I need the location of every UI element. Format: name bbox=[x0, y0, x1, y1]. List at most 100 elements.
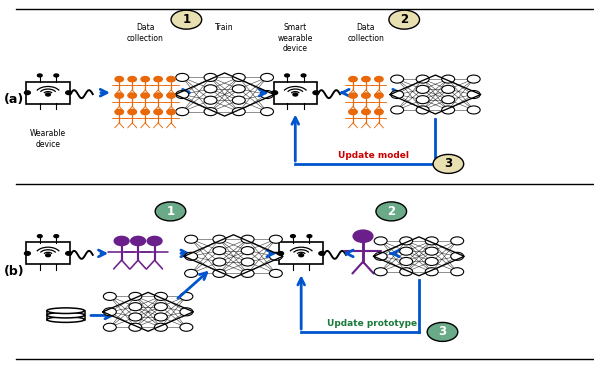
Text: 1: 1 bbox=[182, 13, 191, 26]
Circle shape bbox=[362, 93, 370, 98]
Circle shape bbox=[451, 268, 464, 276]
Circle shape bbox=[154, 109, 162, 114]
Circle shape bbox=[115, 93, 124, 98]
Circle shape bbox=[129, 323, 142, 331]
Circle shape bbox=[319, 252, 325, 255]
Circle shape bbox=[375, 109, 383, 114]
Circle shape bbox=[391, 91, 404, 99]
Circle shape bbox=[241, 258, 254, 266]
Circle shape bbox=[270, 252, 282, 260]
Text: Smart
wearable
device: Smart wearable device bbox=[277, 23, 313, 53]
Circle shape bbox=[376, 202, 406, 221]
Circle shape bbox=[427, 322, 458, 342]
Circle shape bbox=[301, 74, 306, 77]
Circle shape bbox=[425, 268, 438, 276]
Circle shape bbox=[261, 91, 273, 99]
Circle shape bbox=[54, 235, 59, 238]
Circle shape bbox=[313, 91, 319, 95]
Text: (b): (b) bbox=[4, 265, 24, 278]
Circle shape bbox=[451, 237, 464, 245]
Text: 3: 3 bbox=[438, 325, 447, 339]
Text: Train: Train bbox=[216, 23, 234, 32]
Circle shape bbox=[416, 96, 429, 104]
FancyBboxPatch shape bbox=[279, 243, 323, 264]
Circle shape bbox=[389, 10, 419, 29]
Circle shape bbox=[24, 252, 30, 255]
Circle shape bbox=[115, 77, 124, 82]
Circle shape bbox=[290, 235, 295, 238]
Circle shape bbox=[185, 252, 198, 260]
Text: Update model: Update model bbox=[338, 151, 409, 160]
Circle shape bbox=[349, 109, 357, 114]
Circle shape bbox=[131, 236, 146, 245]
Circle shape bbox=[451, 252, 464, 260]
Text: Data
collection: Data collection bbox=[127, 23, 163, 43]
Circle shape bbox=[176, 73, 189, 81]
Circle shape bbox=[154, 293, 168, 300]
Circle shape bbox=[204, 85, 217, 93]
Circle shape bbox=[467, 91, 480, 99]
Circle shape bbox=[467, 75, 480, 83]
Circle shape bbox=[155, 202, 186, 221]
Circle shape bbox=[232, 73, 245, 81]
Circle shape bbox=[293, 93, 298, 96]
Circle shape bbox=[467, 106, 480, 114]
Circle shape bbox=[261, 73, 273, 81]
Circle shape bbox=[362, 109, 370, 114]
Circle shape bbox=[241, 269, 254, 277]
Circle shape bbox=[129, 313, 142, 321]
Text: 3: 3 bbox=[444, 158, 453, 170]
Circle shape bbox=[180, 308, 193, 316]
Circle shape bbox=[374, 252, 387, 260]
Circle shape bbox=[54, 74, 59, 77]
Circle shape bbox=[307, 235, 312, 238]
Circle shape bbox=[416, 85, 429, 93]
Text: 1: 1 bbox=[166, 205, 175, 218]
Circle shape bbox=[400, 268, 413, 276]
Circle shape bbox=[24, 91, 30, 95]
Circle shape bbox=[400, 258, 413, 265]
Circle shape bbox=[391, 106, 404, 114]
Ellipse shape bbox=[47, 317, 84, 322]
Circle shape bbox=[115, 109, 124, 114]
Circle shape bbox=[167, 77, 175, 82]
Circle shape bbox=[141, 93, 149, 98]
Text: 2: 2 bbox=[387, 205, 396, 218]
FancyBboxPatch shape bbox=[26, 243, 70, 264]
Circle shape bbox=[374, 237, 387, 245]
Circle shape bbox=[400, 247, 413, 255]
Circle shape bbox=[261, 107, 273, 116]
Circle shape bbox=[213, 269, 226, 277]
Circle shape bbox=[425, 237, 438, 245]
Circle shape bbox=[416, 75, 429, 83]
FancyBboxPatch shape bbox=[26, 82, 70, 104]
Circle shape bbox=[232, 85, 245, 93]
Circle shape bbox=[213, 247, 226, 255]
Circle shape bbox=[442, 106, 454, 114]
Circle shape bbox=[171, 10, 202, 29]
Circle shape bbox=[213, 235, 226, 243]
Circle shape bbox=[129, 302, 142, 311]
Text: Update prototype: Update prototype bbox=[327, 319, 417, 328]
Circle shape bbox=[37, 235, 42, 238]
Ellipse shape bbox=[47, 312, 84, 318]
Circle shape bbox=[374, 268, 387, 276]
Circle shape bbox=[103, 323, 116, 331]
Circle shape bbox=[167, 93, 175, 98]
Circle shape bbox=[204, 107, 217, 116]
Circle shape bbox=[141, 109, 149, 114]
Circle shape bbox=[46, 254, 50, 256]
Text: Wearable
device: Wearable device bbox=[30, 129, 66, 149]
Circle shape bbox=[167, 109, 175, 114]
Circle shape bbox=[433, 155, 464, 173]
Circle shape bbox=[442, 75, 454, 83]
Circle shape bbox=[185, 269, 198, 277]
FancyBboxPatch shape bbox=[273, 82, 317, 104]
Circle shape bbox=[176, 107, 189, 116]
Circle shape bbox=[154, 313, 168, 321]
Circle shape bbox=[103, 293, 116, 300]
Circle shape bbox=[66, 91, 72, 95]
Circle shape bbox=[232, 96, 245, 104]
Circle shape bbox=[128, 77, 137, 82]
Circle shape bbox=[128, 109, 137, 114]
